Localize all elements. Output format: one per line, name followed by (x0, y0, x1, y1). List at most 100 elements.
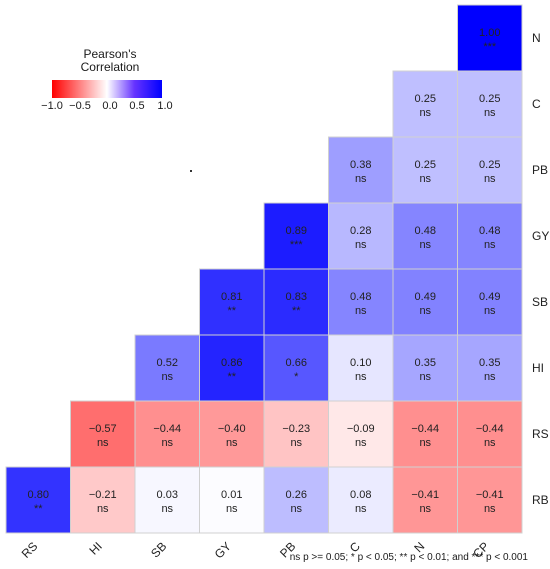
cell-value-label: 0.08 (350, 489, 371, 501)
cell-significance-label: * (294, 371, 299, 383)
cell-value-label: 0.38 (350, 159, 371, 171)
cell-value-label: 0.49 (479, 291, 500, 303)
cell-significance-label: ns (290, 437, 302, 449)
cell-value-label: 0.35 (415, 357, 436, 369)
heatmap-cell (263, 334, 329, 402)
heatmap-cell (199, 268, 265, 336)
cell-significance-label: ns (355, 437, 367, 449)
cell-significance-label: ns (419, 503, 431, 515)
heatmap-cell (134, 400, 200, 468)
cell-significance-label: ** (292, 305, 301, 317)
cell-significance-label: ns (484, 173, 496, 185)
cell-significance-label: ns (484, 305, 496, 317)
cell-significance-label: *** (483, 41, 497, 53)
heatmap-cell (328, 136, 394, 204)
cell-value-label: −0.09 (347, 423, 375, 435)
column-label: HI (86, 539, 104, 557)
column-label: SB (148, 539, 169, 560)
legend-tick-label: −1.0 (41, 100, 63, 112)
heatmap-cell (392, 334, 458, 402)
cell-significance-label: ns (290, 503, 302, 515)
legend-tick-label: 0.0 (102, 100, 118, 112)
heatmap-cell (5, 466, 71, 534)
cell-value-label: 0.86 (221, 357, 242, 369)
legend-title: Pearson's Correlation (70, 48, 150, 74)
cell-significance-label: ns (355, 503, 367, 515)
cell-significance-label: ns (355, 239, 367, 251)
stray-dot (190, 170, 192, 172)
cell-value-label: −0.41 (411, 489, 439, 501)
cell-value-label: 0.35 (479, 357, 500, 369)
cell-value-label: 0.83 (286, 291, 307, 303)
cell-value-label: −0.41 (476, 489, 504, 501)
cell-significance-label: ns (484, 239, 496, 251)
heatmap-cell (457, 70, 523, 138)
row-label: RB (532, 493, 549, 507)
row-label: C (532, 97, 541, 111)
cell-significance-label: ** (227, 371, 236, 383)
legend-color-bar (52, 80, 162, 98)
cell-value-label: 0.25 (415, 159, 436, 171)
heatmap-cell (457, 202, 523, 270)
heatmap-cell (457, 268, 523, 336)
heatmap-cell (457, 466, 523, 534)
legend-tick-label: −0.5 (69, 100, 91, 112)
row-label: HI (532, 361, 544, 375)
cell-value-label: 0.80 (28, 489, 49, 501)
cell-value-label: 0.81 (221, 291, 242, 303)
cell-significance-label: ns (355, 305, 367, 317)
cell-significance-label: ns (419, 107, 431, 119)
cell-value-label: 0.10 (350, 357, 371, 369)
heatmap-cell (328, 268, 394, 336)
heatmap-cell (457, 136, 523, 204)
cell-value-label: 0.49 (415, 291, 436, 303)
row-label: RS (532, 427, 549, 441)
cell-significance-label: ns (97, 437, 109, 449)
cell-significance-label: ns (226, 437, 238, 449)
cell-value-label: 0.25 (479, 93, 500, 105)
legend-ticks: −1.0 −0.5 0.0 0.5 1.0 (40, 100, 180, 114)
cell-significance-label: ns (226, 503, 238, 515)
cell-value-label: 0.66 (286, 357, 307, 369)
cell-value-label: −0.44 (411, 423, 439, 435)
cell-value-label: 0.48 (415, 225, 436, 237)
heatmap-cell (134, 334, 200, 402)
cell-significance-label: ns (161, 437, 173, 449)
cell-significance-label: ns (161, 371, 173, 383)
cell-significance-label: ns (419, 437, 431, 449)
cell-value-label: 1.00 (479, 27, 500, 39)
row-label: GY (532, 229, 549, 243)
row-label: SB (532, 295, 548, 309)
heatmap-cell (457, 400, 523, 468)
cell-value-label: −0.57 (89, 423, 117, 435)
heatmap-cell (392, 136, 458, 204)
cell-value-label: −0.44 (153, 423, 181, 435)
cell-significance-label: ns (484, 503, 496, 515)
cell-value-label: 0.26 (286, 489, 307, 501)
cell-value-label: 0.25 (415, 93, 436, 105)
heatmap-cell (70, 466, 136, 534)
heatmap-cell (328, 202, 394, 270)
heatmap-cell (134, 466, 200, 534)
column-label: RS (19, 539, 41, 561)
cell-significance-label: ns (419, 371, 431, 383)
row-label: N (532, 31, 541, 45)
legend-tick-label: 1.0 (157, 100, 173, 112)
legend-title-line2: Correlation (80, 60, 140, 74)
cell-value-label: 0.89 (286, 225, 307, 237)
legend-title-line1: Pearson's (83, 47, 137, 61)
heatmap-cell (392, 466, 458, 534)
cell-value-label: 0.01 (221, 489, 242, 501)
column-label: GY (212, 539, 234, 561)
cell-significance-label: ** (227, 305, 236, 317)
significance-footnote: ns p >= 0.05; * p < 0.05; ** p < 0.01; a… (289, 552, 528, 563)
cell-value-label: −0.44 (476, 423, 504, 435)
cell-value-label: 0.03 (157, 489, 178, 501)
heatmap-cell (328, 334, 394, 402)
heatmap-cell (199, 400, 265, 468)
cell-significance-label: ns (484, 437, 496, 449)
cell-significance-label: ns (161, 503, 173, 515)
heatmap-cell (457, 334, 523, 402)
cell-value-label: 0.48 (350, 291, 371, 303)
